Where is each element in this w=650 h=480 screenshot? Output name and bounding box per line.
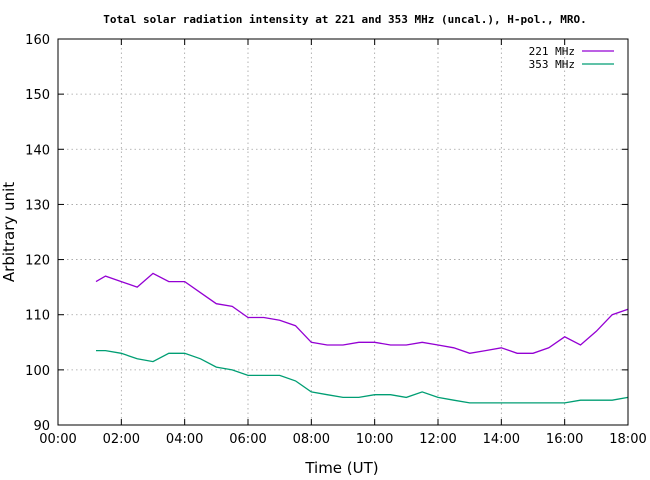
x-tick-label: 10:00 <box>356 432 393 447</box>
x-tick-label: 16:00 <box>546 432 583 447</box>
x-tick-label: 18:00 <box>609 432 646 447</box>
x-ticks: 00:00 02:00 04:00 06:00 08:00 10:00 12:00 14:00… <box>39 39 647 447</box>
legend-label: 353 MHz <box>529 58 575 71</box>
plot-series <box>95 272 629 404</box>
x-tick-label: 12:00 <box>419 432 456 447</box>
x-axis-label: Time (UT) <box>304 459 378 477</box>
y-tick-label: 160 <box>25 33 50 48</box>
series-line-221mhz <box>95 272 629 354</box>
y-tick-label: 110 <box>25 309 50 324</box>
x-tick-label: 08:00 <box>293 432 330 447</box>
chart-title: Total solar radiation intensity at 221 a… <box>103 13 586 26</box>
x-tick-label: 04:00 <box>166 432 203 447</box>
y-axis-label: Arbitrary unit <box>0 182 18 282</box>
x-tick-label: 02:00 <box>103 432 140 447</box>
series-line-353mhz <box>96 349 629 404</box>
grid <box>58 39 628 425</box>
y-tick-label: 120 <box>25 254 50 269</box>
x-tick-label: 06:00 <box>229 432 266 447</box>
y-tick-label: 90 <box>33 419 50 434</box>
legend-label: 221 MHz <box>529 45 575 58</box>
y-tick-label: 140 <box>25 143 50 158</box>
y-tick-label: 100 <box>25 364 50 379</box>
y-ticks: 90 100 110 120 130 140 150 160 <box>25 33 628 434</box>
plot-frame <box>57 38 629 426</box>
y-tick-label: 130 <box>25 198 50 213</box>
y-tick-label: 150 <box>25 88 50 103</box>
x-tick-label: 14:00 <box>483 432 520 447</box>
x-tick-label: 00:00 <box>39 432 76 447</box>
